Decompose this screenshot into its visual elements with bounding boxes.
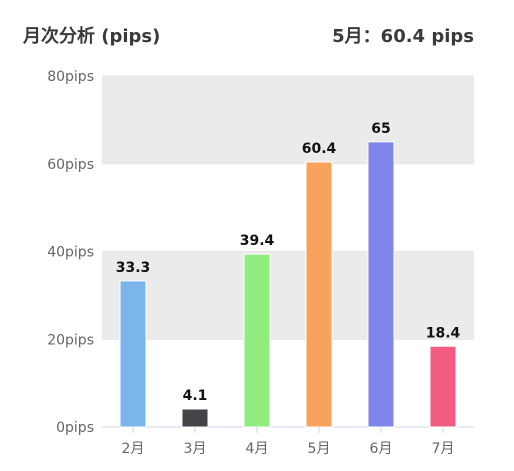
y-tick-label: 80pips [47, 69, 94, 85]
x-tick-label: 4月 [246, 441, 269, 457]
plot-band [102, 76, 474, 164]
bar-5月 [305, 161, 333, 428]
x-tick-label: 2月 [122, 441, 145, 457]
x-tick-label: 7月 [432, 441, 455, 457]
y-tick-label: 20pips [47, 332, 94, 348]
data-label: 60.4 [302, 141, 337, 157]
plot-bands [102, 76, 474, 340]
selected-month-summary: 5月：60.4 pips [332, 26, 474, 47]
data-label: 4.1 [183, 388, 208, 404]
y-tick-label: 40pips [47, 245, 94, 261]
data-label: 39.4 [240, 233, 275, 249]
x-axis: 2月 3月 4月 5月 6月 7月 [122, 427, 455, 457]
bar-4月 [243, 253, 271, 428]
y-tick-label: 0pips [56, 420, 94, 436]
bars [119, 141, 457, 428]
plot-band [102, 251, 474, 340]
x-tick-label: 5月 [308, 441, 331, 457]
data-labels: 33.3 4.1 39.4 60.4 65 18.4 [116, 121, 461, 404]
chart-header: 月次分析 (pips) 5月：60.4 pips [23, 18, 474, 48]
y-tick-label: 60pips [47, 157, 94, 173]
x-tick-label: 3月 [184, 441, 207, 457]
data-label: 65 [371, 121, 390, 137]
data-label: 18.4 [426, 325, 461, 341]
x-tick-label: 6月 [370, 441, 393, 457]
bar-3月 [181, 408, 209, 428]
bar-7月 [429, 345, 457, 428]
bar-2月 [119, 280, 147, 428]
gridlines [102, 75, 474, 428]
bar-6月 [367, 141, 395, 428]
data-label: 33.3 [116, 260, 151, 276]
chart-title: 月次分析 (pips) [23, 26, 161, 47]
y-axis: 0pips 20pips 40pips 60pips 80pips [47, 69, 94, 436]
